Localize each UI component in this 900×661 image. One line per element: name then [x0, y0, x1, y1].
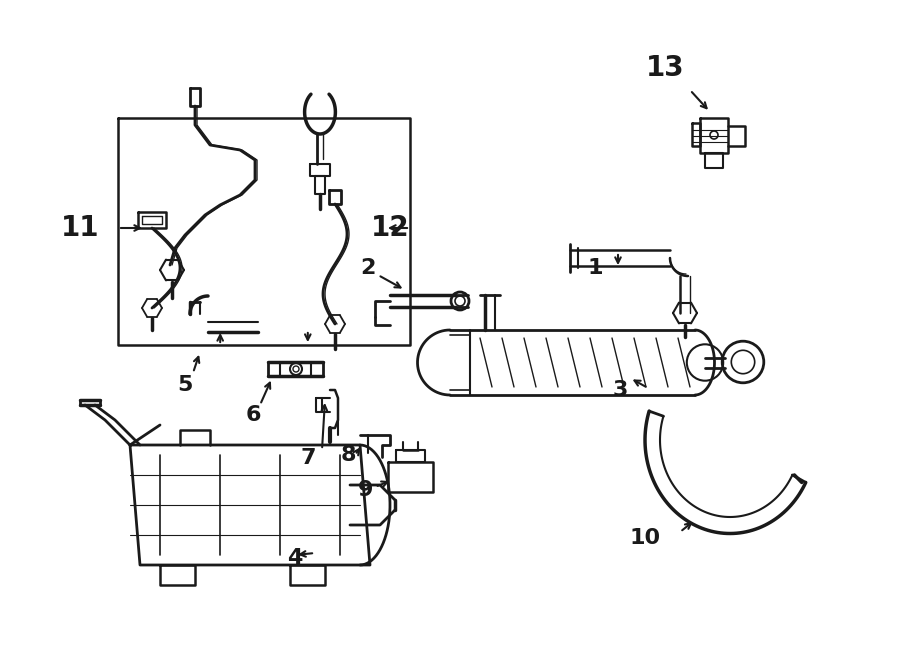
Text: 1: 1 — [587, 258, 603, 278]
Text: 5: 5 — [177, 375, 193, 395]
Text: 9: 9 — [358, 480, 374, 500]
Text: 3: 3 — [612, 380, 627, 400]
Text: 6: 6 — [245, 405, 261, 425]
Text: 2: 2 — [360, 258, 375, 278]
Text: 13: 13 — [645, 54, 684, 82]
Text: 7: 7 — [301, 448, 316, 468]
Text: 4: 4 — [287, 548, 302, 568]
Text: 10: 10 — [629, 528, 661, 548]
Text: 8: 8 — [340, 445, 356, 465]
Text: 11: 11 — [61, 214, 99, 242]
Text: 12: 12 — [371, 214, 410, 242]
